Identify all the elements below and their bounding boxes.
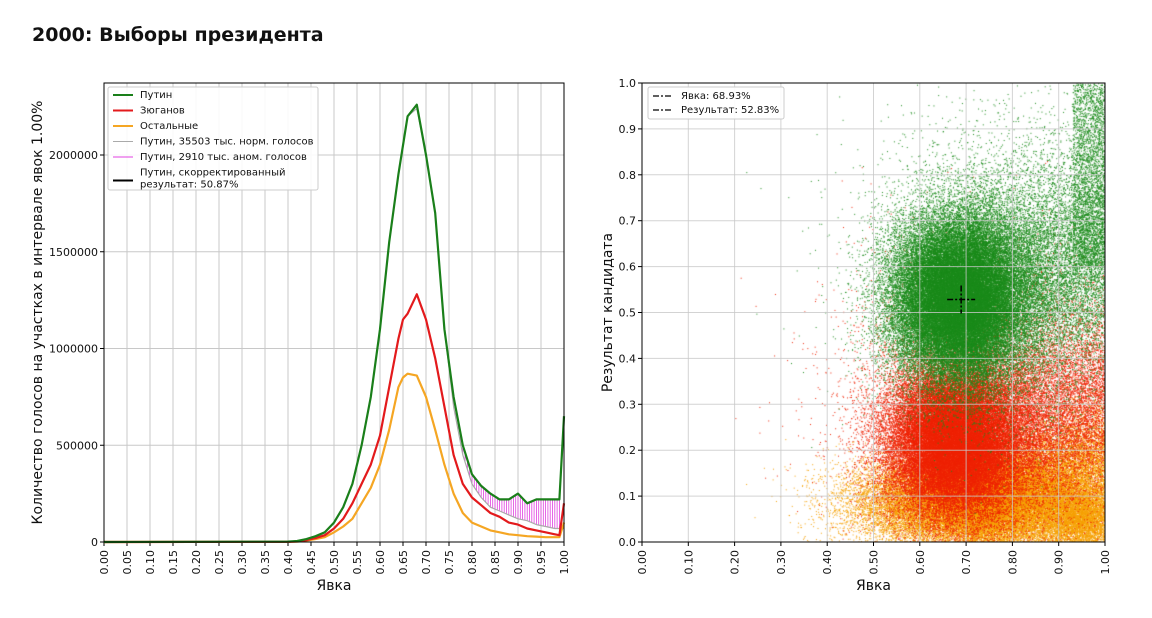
x-axis-label: Явка — [316, 578, 351, 594]
x-tick-label: 0.30 — [236, 550, 249, 575]
legend-label: Остальные — [140, 121, 198, 132]
x-tick-label: 0.90 — [512, 550, 525, 575]
legend-left: Путин Зюганов Остальные Путин, 35503 тыс. н… — [107, 86, 319, 191]
x-tick-label: 0.15 — [167, 550, 180, 575]
x-tick-label: 0.30 — [775, 550, 788, 575]
series-line-zyuganov — [103, 293, 566, 544]
legend-box — [107, 86, 319, 191]
y-tick-label: 1.0 — [619, 77, 637, 90]
x-tick-label: 0.40 — [282, 550, 295, 575]
x-tick-label: 0.70 — [960, 550, 973, 575]
x-tick-label: 0.20 — [729, 550, 742, 575]
legend-label: Явка: 68.93% — [681, 91, 751, 102]
y-tick-label: 0.0 — [619, 536, 637, 549]
legend-label: Результат: 52.83% — [681, 105, 779, 116]
x-tick-label: 0.20 — [190, 550, 203, 575]
x-tick-label: 0.10 — [144, 550, 157, 575]
x-axis-label: Явка — [856, 578, 891, 594]
y-tick-label: 0.8 — [619, 169, 637, 182]
y-tick-label: 0.4 — [619, 352, 637, 365]
x-tick-label: 0.80 — [466, 550, 479, 575]
y-tick-label: 0.1 — [619, 490, 637, 503]
x-tick-label: 0.70 — [420, 550, 433, 575]
y-tick-label: 1000000 — [49, 343, 98, 356]
x-tick-label: 0.45 — [305, 550, 318, 575]
y-tick-label: 0.7 — [619, 215, 637, 228]
page-title: 2000: Выборы президента — [32, 24, 324, 46]
x-tick-label: 0.60 — [914, 550, 927, 575]
y-tick-label: 0.2 — [619, 444, 637, 457]
legend-box — [647, 86, 785, 120]
legend-label: Путин — [140, 90, 172, 101]
y-tick-label: 0.3 — [619, 398, 637, 411]
x-tick-label: 0.40 — [821, 550, 834, 575]
legend-label: результат: 50.87% — [140, 180, 238, 191]
x-tick-label: 0.50 — [328, 550, 341, 575]
x-tick-label: 1.00 — [558, 550, 571, 575]
x-tick-label: 0.00 — [636, 550, 649, 575]
y-tick-label: 500000 — [56, 439, 98, 452]
y-tick-label: 1500000 — [49, 246, 98, 259]
x-tick-label: 0.10 — [682, 550, 695, 575]
y-tick-label: 0.9 — [619, 123, 637, 136]
x-tick-label: 0.25 — [213, 550, 226, 575]
legend-label: Путин, 2910 тыс. аном. голосов — [140, 152, 307, 163]
x-tick-label: 0.90 — [1053, 550, 1066, 575]
x-tick-label: 1.00 — [1099, 550, 1112, 575]
legend-label: Зюганов — [140, 106, 185, 117]
x-tick-label: 0.65 — [397, 550, 410, 575]
y-tick-label: 2000000 — [49, 149, 98, 162]
y-axis-label: Количество голосов на участках в интерва… — [30, 101, 46, 525]
x-tick-label: 0.95 — [535, 550, 548, 575]
x-tick-label: 0.80 — [1006, 550, 1019, 575]
x-tick-label: 0.35 — [259, 550, 272, 575]
x-tick-label: 0.50 — [868, 550, 881, 575]
x-tick-label: 0.05 — [121, 550, 134, 575]
series-line-others — [103, 372, 566, 544]
plot-frame-left — [103, 82, 565, 543]
x-tick-label: 0.85 — [489, 550, 502, 575]
y-axis-label: Результат кандидата — [600, 233, 616, 392]
legend-label: Путин, 35503 тыс. норм. голосов — [140, 137, 314, 148]
y-tick-label: 0 — [91, 536, 98, 549]
y-tick-label: 0.5 — [619, 307, 637, 320]
x-tick-label: 0.55 — [351, 550, 364, 575]
legend-label: Путин, скорректированный — [140, 168, 285, 179]
legend-right: Явка: 68.93% Результат: 52.83% — [647, 86, 785, 120]
x-tick-label: 0.75 — [443, 550, 456, 575]
y-tick-label: 0.6 — [619, 261, 637, 274]
series-line-putin — [103, 103, 566, 544]
plot-frame-right — [641, 82, 1106, 543]
x-tick-label: 0.60 — [374, 550, 387, 575]
x-tick-label: 0.00 — [98, 550, 111, 575]
